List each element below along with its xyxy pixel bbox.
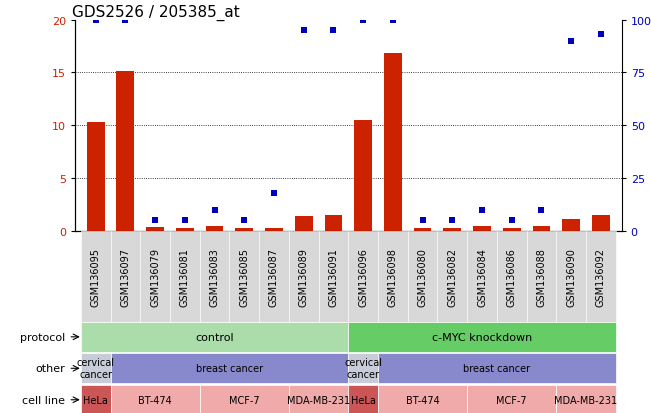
Text: GSM136096: GSM136096	[358, 247, 368, 306]
Bar	[295, 216, 312, 231]
Point	[150, 217, 160, 224]
Bar	[443, 228, 461, 231]
Point	[596, 32, 606, 39]
Text: GSM136090: GSM136090	[566, 247, 576, 306]
Text: c-MYC knockdown: c-MYC knockdown	[432, 332, 532, 342]
Text: GSM136084: GSM136084	[477, 247, 487, 306]
Point	[239, 217, 249, 224]
Text: GSM136087: GSM136087	[269, 247, 279, 306]
Text: GSM136082: GSM136082	[447, 247, 457, 306]
Text: GSM136088: GSM136088	[536, 247, 546, 306]
Bar	[236, 228, 253, 231]
Text: control: control	[195, 332, 234, 342]
Text: GSM136081: GSM136081	[180, 247, 190, 306]
Point	[536, 207, 547, 214]
Point	[299, 28, 309, 35]
Bar	[533, 226, 550, 231]
Text: MDA-MB-231: MDA-MB-231	[287, 395, 350, 405]
Text: breast cancer: breast cancer	[196, 363, 263, 373]
Bar	[87, 123, 105, 231]
Point	[269, 190, 279, 197]
Point	[477, 207, 487, 214]
Text: GSM136095: GSM136095	[90, 247, 101, 306]
Bar	[354, 121, 372, 231]
Text: HeLa: HeLa	[83, 395, 108, 405]
Text: HeLa: HeLa	[351, 395, 376, 405]
Text: GSM136098: GSM136098	[388, 247, 398, 306]
Point	[417, 217, 428, 224]
Text: GDS2526 / 205385_at: GDS2526 / 205385_at	[72, 5, 240, 21]
Text: GSM136080: GSM136080	[417, 247, 428, 306]
Point	[358, 17, 368, 24]
Point	[120, 17, 131, 24]
Point	[328, 28, 339, 35]
Bar	[324, 216, 342, 231]
Bar	[265, 228, 283, 231]
Point	[387, 17, 398, 24]
Text: MCF-7: MCF-7	[497, 395, 527, 405]
Point	[180, 217, 190, 224]
Text: GSM136097: GSM136097	[120, 247, 130, 306]
Text: GSM136079: GSM136079	[150, 247, 160, 306]
Text: MDA-MB-231: MDA-MB-231	[555, 395, 618, 405]
Text: other: other	[35, 363, 65, 373]
Text: cell line: cell line	[22, 395, 65, 405]
Text: MCF-7: MCF-7	[229, 395, 260, 405]
Text: GSM136092: GSM136092	[596, 247, 606, 306]
Bar	[117, 72, 134, 231]
Text: cervical
cancer: cervical cancer	[77, 358, 115, 379]
Text: GSM136091: GSM136091	[328, 247, 339, 306]
Bar	[206, 227, 223, 231]
Text: GSM136085: GSM136085	[240, 247, 249, 306]
Bar	[384, 55, 402, 231]
Bar	[473, 226, 491, 231]
Text: BT-474: BT-474	[138, 395, 172, 405]
Text: cervical
cancer: cervical cancer	[344, 358, 382, 379]
Text: GSM136089: GSM136089	[299, 247, 309, 306]
Bar	[503, 228, 521, 231]
Text: GSM136083: GSM136083	[210, 247, 219, 306]
Bar	[592, 216, 610, 231]
Text: protocol: protocol	[20, 332, 65, 342]
Text: GSM136086: GSM136086	[506, 247, 517, 306]
Bar	[562, 220, 580, 231]
Bar	[146, 228, 164, 231]
Point	[506, 217, 517, 224]
Point	[447, 217, 458, 224]
Bar	[413, 228, 432, 231]
Bar	[176, 228, 194, 231]
Text: breast cancer: breast cancer	[464, 363, 531, 373]
Point	[210, 207, 220, 214]
Point	[566, 38, 576, 45]
Point	[90, 17, 101, 24]
Text: BT-474: BT-474	[406, 395, 439, 405]
